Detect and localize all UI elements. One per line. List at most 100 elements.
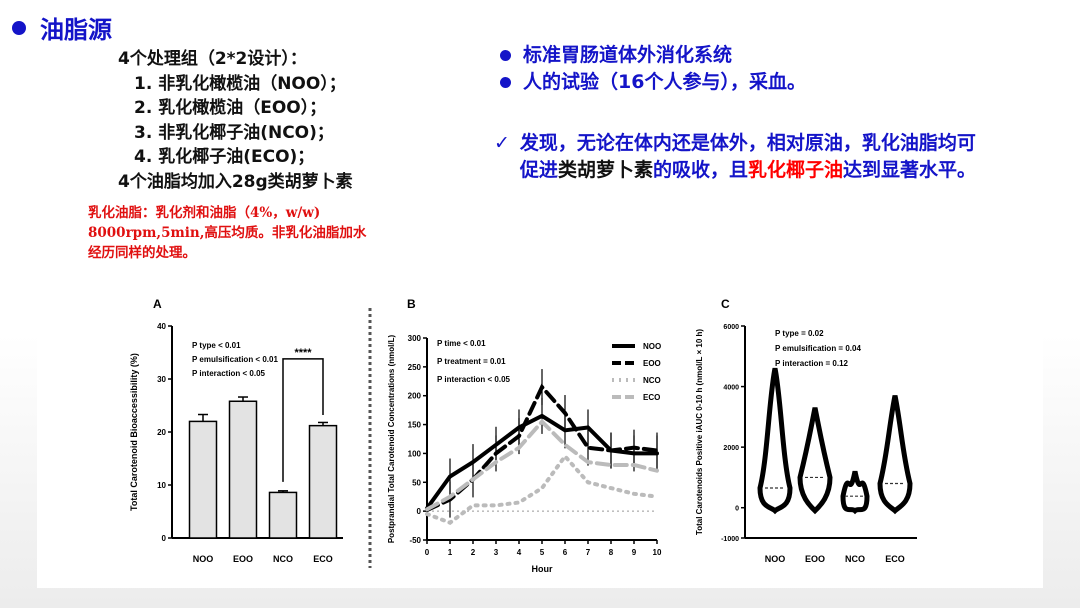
bar xyxy=(228,400,258,539)
slide-title: 油脂源 xyxy=(12,10,112,45)
x-tick-label: NCO xyxy=(273,554,293,564)
design-item: 4. 乳化椰子油(ECO)； xyxy=(134,147,315,167)
finding-part: 的吸收，且 xyxy=(652,159,748,181)
y-tick-label: 20 xyxy=(157,428,166,437)
x-tick-label: NOO xyxy=(193,554,214,564)
x-tick-label: NCO xyxy=(845,554,865,564)
x-tick-label: EOO xyxy=(233,554,253,564)
finding-highlight: 类胡萝卜素 xyxy=(557,159,653,181)
finding-part: 发现，无论在体内还是体外，相对原油，乳化油脂均可促进 xyxy=(519,132,976,181)
x-tick-label: ECO xyxy=(885,554,905,564)
series-line xyxy=(425,453,659,525)
y-axis-label: Total Carotenoids Positive iAUC 0-10 h (… xyxy=(695,329,704,536)
y-tick-label: 0 xyxy=(417,507,422,516)
note-line: 乳化油脂：乳化剂和油脂（4%，w/w) xyxy=(88,205,321,221)
legend-label: EOO xyxy=(643,359,661,368)
violin xyxy=(757,367,793,515)
y-tick-label: 100 xyxy=(408,449,422,458)
title-bullet-icon xyxy=(12,20,26,35)
finding-text: 发现，无论在体内还是体外，相对原油，乳化油脂均可促进类胡萝卜素的吸收，且乳化椰子… xyxy=(520,130,984,184)
title-text: 油脂源 xyxy=(40,16,112,44)
stat-label: P interaction < 0.05 xyxy=(437,375,511,384)
finding-block: ✓ 发现，无论在体内还是体外，相对原油，乳化油脂均可促进类胡萝卜素的吸收，且乳化… xyxy=(494,130,984,184)
violin xyxy=(797,407,833,515)
bar xyxy=(308,424,338,539)
panel-label: A xyxy=(153,297,162,311)
x-tick-label: 1 xyxy=(448,548,453,557)
y-tick-label: 250 xyxy=(408,363,422,372)
bullet-dot-icon xyxy=(500,50,511,61)
bullet-item: 标准胃肠道体外消化系统 xyxy=(500,42,806,69)
x-tick-label: 8 xyxy=(609,548,614,557)
y-axis-label: Postprandial Total Carotenoid Concentrat… xyxy=(387,335,396,544)
stat-label: P type = 0.02 xyxy=(775,329,824,338)
stat-label: P interaction = 0.12 xyxy=(775,359,849,368)
x-tick-label: 4 xyxy=(517,548,522,557)
y-tick-label: 6000 xyxy=(723,324,739,331)
x-tick-label: 3 xyxy=(494,548,499,557)
significance-label: **** xyxy=(294,347,312,359)
bullet-item: 人的试验（16个人参与），采血。 xyxy=(500,69,806,96)
bullet-text: 标准胃肠道体外消化系统 xyxy=(523,44,733,66)
x-tick-label: 2 xyxy=(471,548,476,557)
y-tick-label: 2000 xyxy=(723,445,739,452)
y-tick-label: 0 xyxy=(162,534,167,543)
y-tick-label: 0 xyxy=(735,506,739,513)
legend-label: NCO xyxy=(643,376,661,385)
design-item: 3. 非乳化椰子油(NCO)； xyxy=(134,122,334,143)
x-tick-label: 0 xyxy=(425,548,430,557)
x-tick-label: 6 xyxy=(563,548,568,557)
stat-label: P time < 0.01 xyxy=(437,339,486,348)
finding-red-highlight: 乳化椰子油 xyxy=(747,159,843,181)
violin xyxy=(877,395,913,515)
bar xyxy=(188,420,218,539)
violin xyxy=(840,470,870,515)
x-tick-label: 10 xyxy=(653,548,662,557)
note-line: 8000rpm,5min,高压均质。非乳化油脂加水 xyxy=(88,225,367,241)
design-item: 1. 非乳化橄榄油（NOO）； xyxy=(134,73,346,94)
series-line xyxy=(425,418,659,512)
x-tick-label: 5 xyxy=(540,548,545,557)
y-tick-label: -50 xyxy=(409,536,421,545)
x-tick-label: ECO xyxy=(313,554,333,564)
y-tick-label: 300 xyxy=(408,334,422,343)
stat-label: P emulsification < 0.01 xyxy=(192,355,278,364)
design-item: 2. 乳化橄榄油（EOO）； xyxy=(134,98,327,118)
y-tick-label: 40 xyxy=(157,322,166,331)
bullet-dot-icon xyxy=(500,77,511,88)
emulsion-note: 乳化油脂：乳化剂和油脂（4%，w/w) 8000rpm,5min,高压均质。非乳… xyxy=(88,203,366,263)
panel-label: B xyxy=(407,297,416,311)
y-tick-label: 10 xyxy=(157,481,166,490)
bullet-text: 人的试验（16个人参与），采血。 xyxy=(523,71,806,93)
legend-label: ECO xyxy=(643,393,660,402)
method-bullets: 标准胃肠道体外消化系统 人的试验（16个人参与），采血。 xyxy=(500,42,806,96)
y-tick-label: -1000 xyxy=(721,536,739,543)
design-block: 4个处理组（2*2设计）： 1. 非乳化橄榄油（NOO）； 2. 乳化橄榄油（E… xyxy=(118,47,353,194)
stat-label: P interaction < 0.05 xyxy=(192,369,266,378)
y-tick-label: 50 xyxy=(412,478,421,487)
legend-label: NOO xyxy=(643,342,661,351)
design-footer: 4个油脂均加入28g类胡萝卜素 xyxy=(118,171,353,192)
figure-panel: A 0 10 20 30 40 Total Carotenoid Bioaccessibil… xyxy=(37,268,1043,588)
design-heading: 4个处理组（2*2设计）： xyxy=(118,49,307,69)
x-tick-label: NOO xyxy=(765,554,786,564)
x-tick-label: 7 xyxy=(586,548,591,557)
stat-label: P emulsification = 0.04 xyxy=(775,344,861,353)
stat-label: P type < 0.01 xyxy=(192,341,241,350)
significance-bracket xyxy=(282,358,324,482)
y-tick-label: 4000 xyxy=(723,385,739,392)
y-tick-label: 200 xyxy=(408,392,422,401)
bar xyxy=(268,491,298,539)
y-tick-label: 150 xyxy=(408,421,422,430)
finding-part: 达到显著水平。 xyxy=(842,159,976,181)
check-icon: ✓ xyxy=(494,132,510,154)
stat-label: P treatment = 0.01 xyxy=(437,357,506,366)
y-axis-label: Total Carotenoid Bioaccessibility (%) xyxy=(129,353,139,511)
x-tick-label: 9 xyxy=(632,548,637,557)
y-tick-label: 30 xyxy=(157,375,166,384)
note-line: 经历同样的处理。 xyxy=(88,245,196,261)
panel-label: C xyxy=(721,297,730,311)
x-axis-label: Hour xyxy=(532,564,553,574)
x-tick-label: EOO xyxy=(805,554,825,564)
